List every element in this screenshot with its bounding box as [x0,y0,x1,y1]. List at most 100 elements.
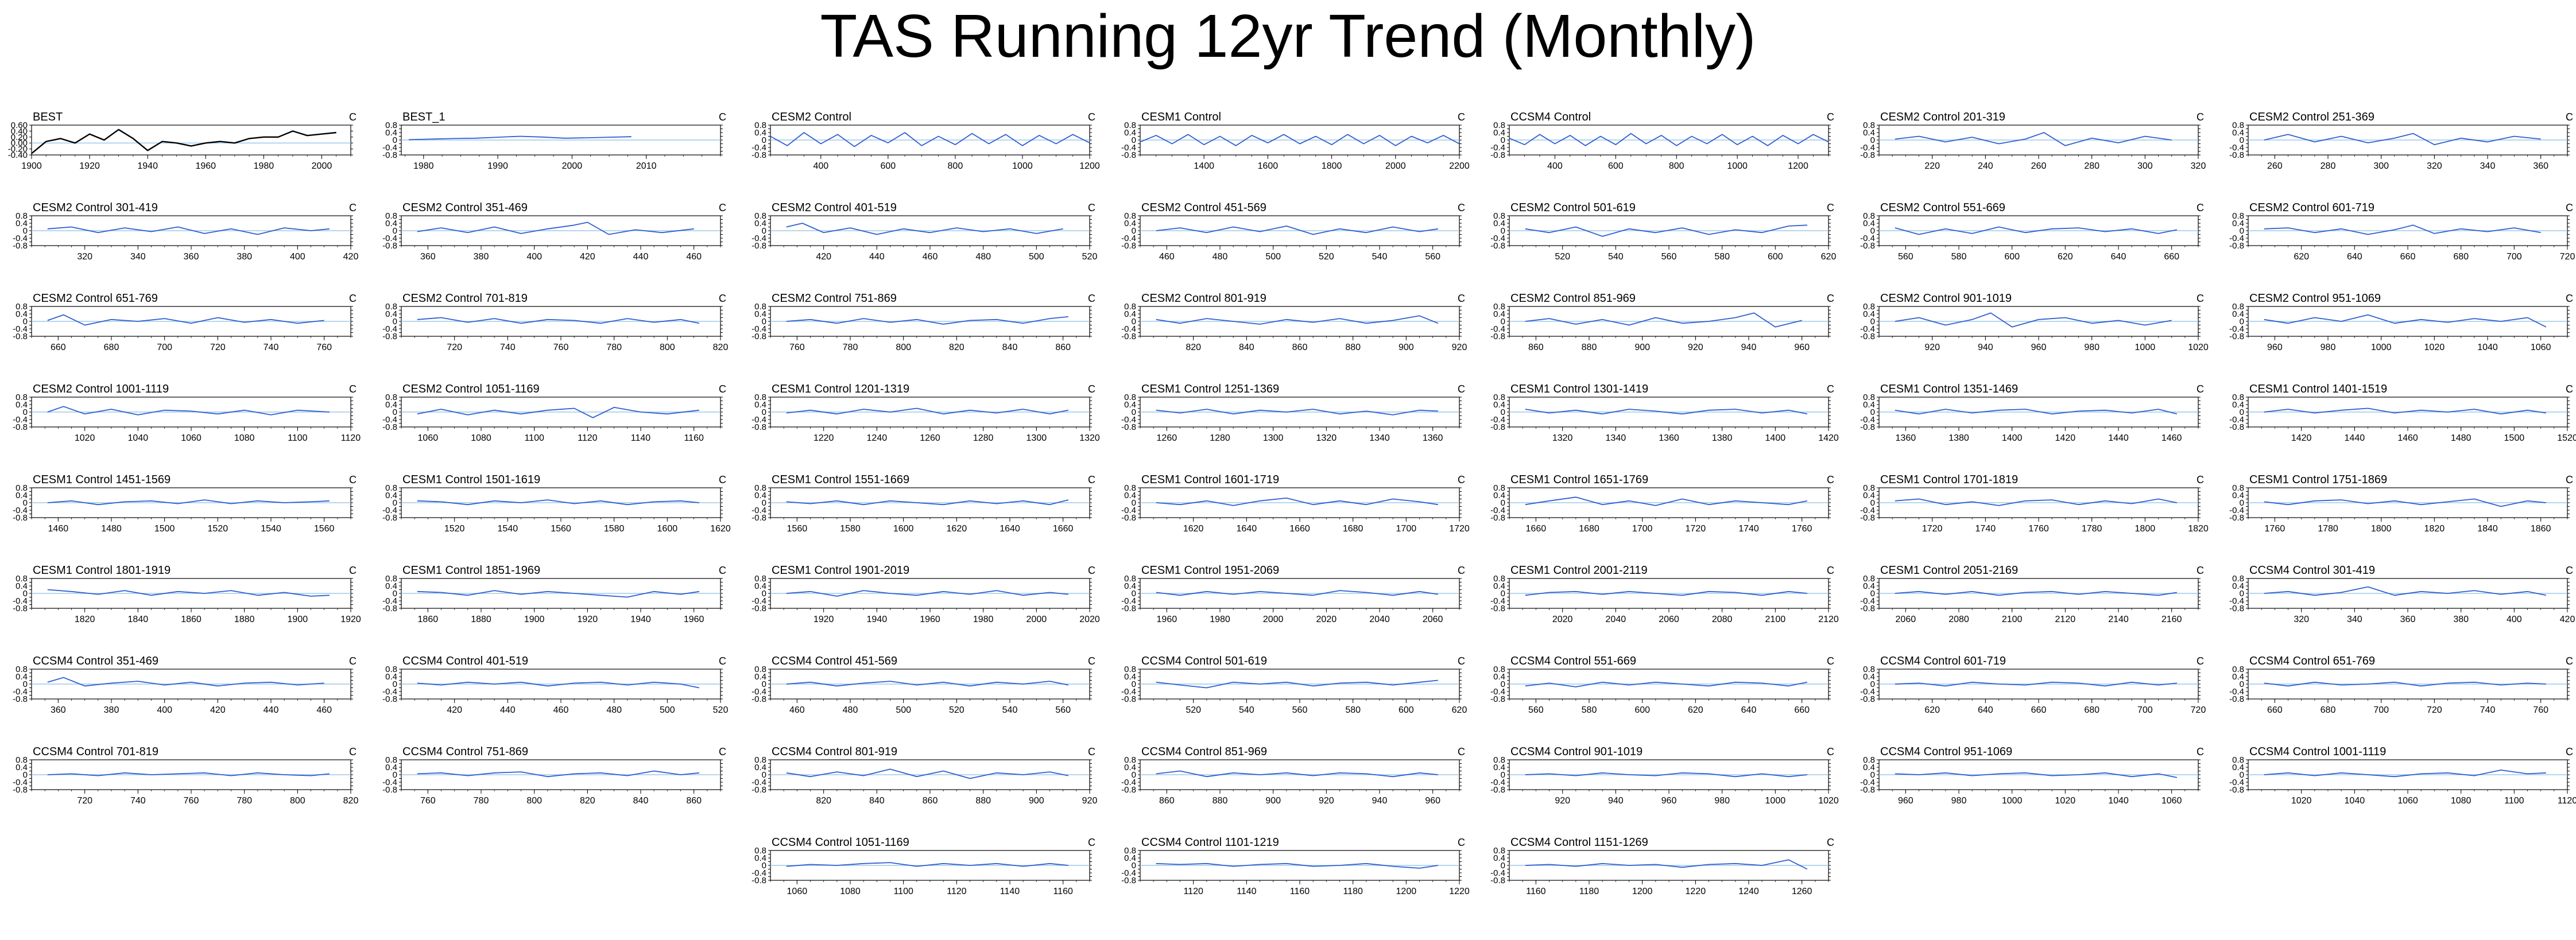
panel-unit: C [1458,837,1465,848]
x-tick-label: 460 [923,252,938,262]
y-tick-label: 0 [23,226,28,236]
x-tick-label: 1760 [2265,524,2286,534]
y-tick-label: -0.4 [752,778,766,787]
chart-panel: CESM2 Control 851-969 C -0.8-0.400.40.8 860… [1490,292,1834,352]
y-tick-label: 0.4 [754,581,766,591]
y-tick-label: -0.8 [752,694,766,704]
panel-unit: C [1827,655,1834,667]
y-tick-label: 0.4 [16,491,28,500]
y-tick-label: 0 [1501,770,1505,780]
y-tick-label: -0.8 [1121,604,1136,613]
x-tick-label: 1200 [1632,887,1653,896]
y-tick-label: -0.8 [382,694,397,704]
x-tick-label: 1920 [340,615,361,624]
y-tick-label: -0.8 [382,241,397,251]
x-tick-label: 720 [447,343,462,352]
y-tick-label: -0.8 [2229,241,2244,251]
x-tick-label: 1020 [75,433,95,443]
x-tick-label: 1120 [578,433,598,443]
x-tick-label: 2100 [1765,615,1786,624]
y-tick-label: 0 [1131,135,1136,145]
panel-unit: C [1088,655,1095,667]
x-tick-label: 2120 [2055,615,2075,624]
x-tick-label: 620 [2294,252,2309,262]
series-line [2264,314,2547,328]
x-tick-label: 2010 [636,161,656,171]
series-line [31,129,336,154]
y-tick-label: 0.8 [16,393,28,402]
chart-panel: CESM2 Control 401-519 C -0.8-0.400.40.8 420… [752,201,1097,262]
x-tick-label: 320 [2190,161,2206,171]
y-tick-label: 0 [2240,498,2244,508]
y-tick-label: 0.4 [2232,309,2244,319]
x-tick-label: 880 [975,796,991,806]
chart-panel: CESM1 Control 1501-1619 C -0.8-0.400.40.8 1… [382,473,731,534]
x-tick-label: 2000 [1262,615,1283,624]
x-tick-label: 280 [2321,161,2336,171]
panel-unit: C [349,746,357,758]
panel-title: CESM1 Control 1401-1519 [2249,383,2387,395]
y-tick-label: 0.4 [385,581,397,591]
y-tick-label: 0 [2240,135,2244,145]
x-tick-label: 2000 [312,161,332,171]
y-tick-label: 0.8 [1863,483,1875,493]
y-tick-label: -0.8 [1121,332,1136,341]
x-tick-label: 1580 [603,524,624,534]
x-tick-label: 920 [1688,343,1703,352]
y-tick-label: -0.8 [13,785,28,795]
panel-unit: C [1088,111,1095,123]
x-tick-label: 1760 [2028,524,2049,534]
y-tick-label: 0.4 [2232,672,2244,682]
panel-title: CESM2 Control 251-369 [2249,111,2374,123]
x-tick-label: 900 [1265,796,1281,806]
x-tick-label: 1120 [2558,796,2576,806]
panel-title: CESM1 Control 1451-1569 [33,473,171,486]
y-tick-label: -0.4 [1121,143,1136,153]
y-tick-label: -0.8 [752,332,766,341]
chart-panel: CESM1 Control 1401-1519 C -0.8-0.400.40.8 1… [2229,383,2576,443]
x-tick-label: 600 [1634,705,1650,715]
y-tick-label: 0.8 [16,755,28,765]
chart-panel: CCSM4 Control 451-569 C -0.8-0.400.40.8 460… [752,655,1095,715]
y-tick-label: 0.4 [1493,581,1505,591]
x-tick-label: 760 [789,343,805,352]
x-tick-label: 1840 [2477,524,2498,534]
y-tick-label: -0.4 [1121,687,1136,697]
y-tick-label: 0 [2240,407,2244,417]
x-tick-label: 320 [77,252,92,262]
panel-title: CESM1 Control 1751-1869 [2249,473,2387,486]
x-tick-label: 1020 [1818,796,1839,806]
x-tick-label: 1880 [471,615,491,624]
panel-unit: C [2197,383,2204,395]
panel-unit: C [1458,565,1465,576]
chart-panel: CCSM4 Control 1101-1219 C -0.8-0.400.40.8 1… [1121,836,1470,896]
x-tick-label: 1440 [2345,433,2365,443]
panel-unit: C [1827,746,1834,758]
y-tick-label: 0 [762,861,766,871]
x-tick-label: 1440 [2108,433,2129,443]
x-tick-label: 1880 [234,615,255,624]
x-tick-label: 1840 [128,615,149,624]
y-tick-label: 0 [1501,226,1505,236]
panel-unit: C [2566,655,2573,667]
series-line [1156,770,1438,778]
y-tick-label: -0.8 [13,241,28,251]
x-tick-label: 420 [2560,615,2575,624]
x-tick-label: 1680 [1579,524,1599,534]
x-tick-label: 1620 [710,524,731,534]
series-line [1140,134,1459,146]
x-tick-label: 320 [2427,161,2442,171]
series-line [786,407,1069,415]
x-tick-label: 940 [1741,343,1757,352]
y-tick-label: 0.4 [754,309,766,319]
y-tick-label: 0 [762,770,766,780]
x-tick-label: 400 [290,252,305,262]
y-tick-label: -0.4 [13,778,28,787]
panel-title: CCSM4 Control 551-669 [1510,655,1636,667]
x-tick-label: 1520 [2557,433,2576,443]
y-tick-label: -0.8 [1860,513,1875,523]
x-tick-label: 360 [184,252,199,262]
chart-panel: CESM1 Control 2001-2119 C -0.8-0.400.40.8 2… [1490,564,1839,624]
panel-title: CESM2 Control 601-719 [2249,201,2374,214]
panel-unit: C [719,202,726,213]
